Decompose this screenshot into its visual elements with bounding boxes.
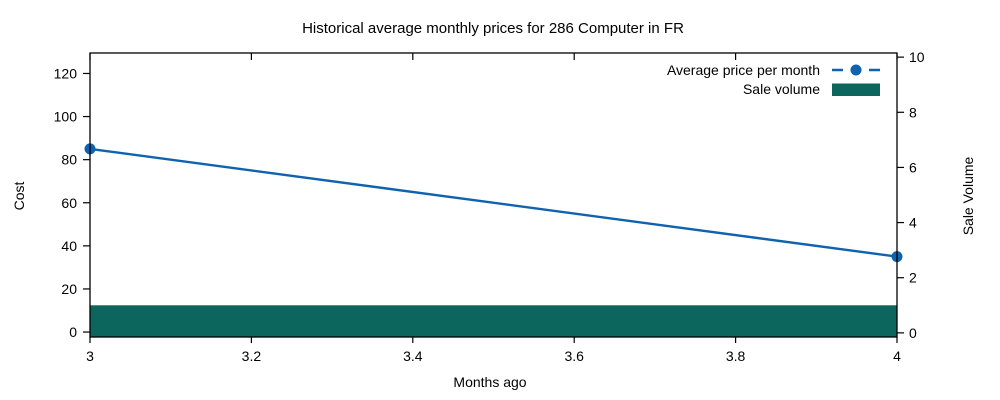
- sale-volume-bar: [90, 305, 897, 337]
- right-tick-label: 10: [909, 49, 925, 65]
- x-axis-title: Months ago: [453, 374, 526, 390]
- left-tick-label: 100: [54, 109, 78, 125]
- bar-segment: [90, 305, 897, 337]
- right-tick-label: 6: [909, 159, 917, 175]
- left-tick-label: 120: [54, 65, 78, 81]
- right-tick-label: 0: [909, 325, 917, 341]
- x-tick-label: 4: [893, 348, 901, 364]
- right-tick-label: 8: [909, 104, 917, 120]
- legend-label-sale-volume: Sale volume: [743, 81, 820, 97]
- average-price-line: [84, 143, 903, 263]
- legend-marker-icon: [850, 64, 862, 76]
- legend-label-average-price: Average price per month: [667, 62, 820, 78]
- left-tick-label: 60: [61, 195, 77, 211]
- plot-border: [89, 52, 898, 338]
- price-line-path: [89, 147, 898, 258]
- chart-title: Historical average monthly prices for 28…: [302, 20, 684, 37]
- x-tick-label: 3.6: [564, 348, 584, 364]
- x-tick-label: 3: [86, 348, 94, 364]
- left-tick-label: 80: [61, 152, 77, 168]
- right-tick-label: 4: [909, 215, 917, 231]
- left-tick-label: 20: [61, 281, 77, 297]
- x-tick-label: 3.2: [242, 348, 262, 364]
- right-axis-title: Sale Volume: [960, 156, 976, 235]
- right-tick-label: 2: [909, 270, 917, 286]
- legend-bar-swatch: [832, 83, 880, 96]
- x-tick-label: 3.4: [403, 348, 423, 364]
- axis-ticks: [83, 53, 904, 343]
- left-tick-label: 40: [61, 238, 77, 254]
- left-axis-title: Cost: [11, 182, 27, 211]
- x-tick-label: 3.8: [726, 348, 746, 364]
- left-tick-label: 0: [69, 324, 77, 340]
- legend: Average price per month Sale volume: [667, 62, 880, 97]
